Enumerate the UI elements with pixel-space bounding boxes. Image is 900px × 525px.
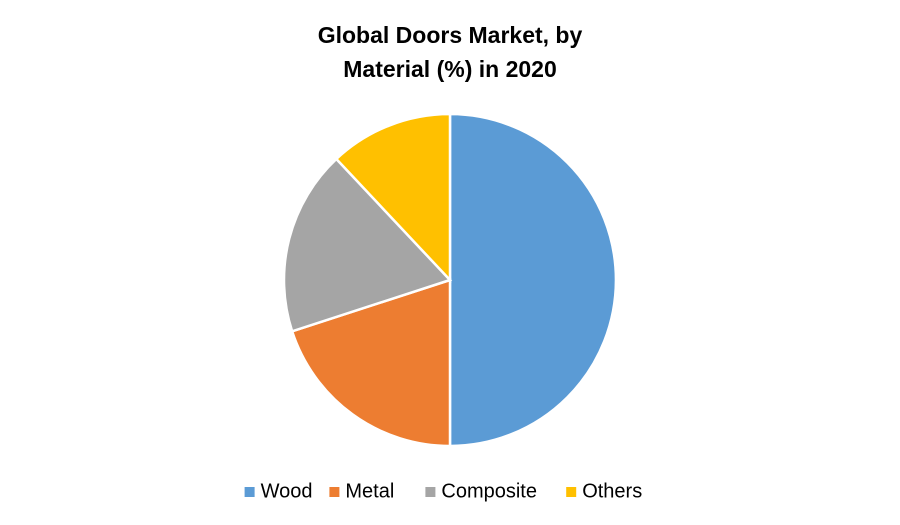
pie-slice bbox=[282, 157, 453, 333]
pie-slice bbox=[290, 278, 452, 448]
legend-label: Others bbox=[582, 480, 642, 502]
chart-title: Global Doors Market, by Material (%) in … bbox=[317, 22, 583, 82]
legend-label: Wood bbox=[261, 480, 313, 502]
legend-label: Composite bbox=[441, 480, 537, 502]
legend-swatch bbox=[329, 487, 340, 497]
legend-label: Metal bbox=[345, 480, 394, 502]
legend-swatch bbox=[425, 487, 436, 497]
legend-swatch bbox=[244, 487, 255, 497]
pie-slice bbox=[448, 112, 618, 448]
legend-swatch bbox=[566, 487, 577, 497]
pie-slice bbox=[334, 112, 452, 284]
